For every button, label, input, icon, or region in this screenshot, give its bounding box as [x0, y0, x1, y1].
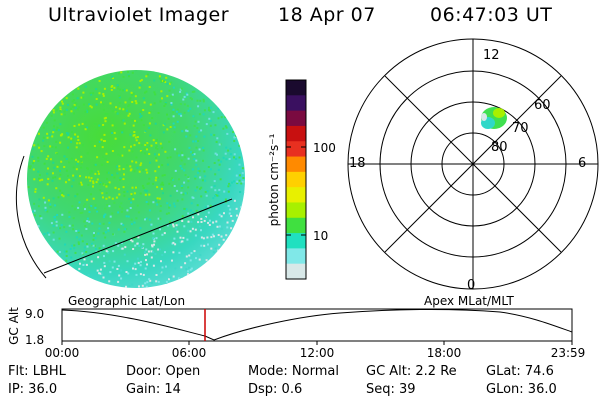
colorbar-cell — [286, 248, 306, 265]
observation-time: 06:47:03 UT — [430, 4, 553, 26]
colorbar-cell — [286, 110, 306, 127]
x-tick-0000: 00:00 — [45, 346, 80, 360]
info-ip: IP: 36.0 — [8, 382, 58, 397]
lat-label-70: 70 — [512, 121, 529, 136]
colorbar-cell — [286, 263, 306, 280]
geographic-caption: Geographic Lat/Lon — [68, 294, 185, 308]
y-axis-label: GC Alt — [7, 307, 21, 345]
colorbar-cell — [286, 125, 306, 142]
instrument-title: Ultraviolet Imager — [48, 4, 230, 26]
auroral-patch — [481, 107, 507, 129]
y-tick-bottom: 1.8 — [25, 333, 44, 347]
info-glat: GLat: 74.6 — [486, 364, 554, 379]
colorbar-tick-100: 100 — [313, 141, 336, 155]
info-mode: Mode: Normal — [248, 364, 339, 379]
apex-caption: Apex MLat/MLT — [424, 294, 514, 308]
observation-date: 18 Apr 07 — [278, 4, 376, 26]
colorbar-cell — [286, 233, 306, 249]
colorbar-cell — [286, 171, 306, 188]
polar-grid — [347, 38, 599, 290]
y-tick-top: 9.0 — [25, 307, 44, 321]
colorbar-cell — [286, 217, 306, 234]
mlt-label-6: 6 — [578, 156, 586, 171]
uv-image-disk — [15, 70, 245, 288]
info-door: Door: Open — [126, 364, 201, 379]
colorbar-cell — [286, 80, 306, 96]
x-tick-1200: 12:00 — [300, 346, 335, 360]
info-filter: Flt: LBHL — [8, 364, 66, 379]
x-tick-2359: 23:59 — [551, 346, 586, 360]
colorbar-cell — [286, 95, 306, 112]
mlt-label-18: 18 — [349, 156, 366, 171]
mlt-label-12: 12 — [483, 48, 500, 63]
color-bar: 100 10 photon cm⁻²s⁻¹ — [267, 79, 336, 280]
altitude-curve — [61, 308, 573, 341]
lat-label-80: 80 — [491, 140, 508, 155]
info-gc-alt: GC Alt: 2.2 Re — [366, 364, 457, 379]
x-tick-0600: 06:00 — [172, 346, 207, 360]
colorbar-unit-label: photon cm⁻²s⁻¹ — [267, 133, 281, 226]
colorbar-cell — [286, 141, 306, 158]
mlt-label-0: 0 — [467, 278, 475, 293]
colorbar-cell — [286, 156, 306, 173]
lat-label-60: 60 — [534, 98, 551, 113]
info-glon: GLon: 36.0 — [486, 382, 557, 397]
colorbar-tick-10: 10 — [313, 229, 328, 243]
colorbar-cell — [286, 202, 306, 219]
timeline-plot: Geographic Lat/Lon Apex MLat/MLT 9.0 1.8… — [7, 294, 585, 360]
disk-limb-arc — [15, 155, 47, 279]
colorbar-cell — [286, 187, 306, 204]
x-tick-1800: 18:00 — [427, 346, 462, 360]
info-gain: Gain: 14 — [126, 382, 181, 397]
terminator-line — [43, 198, 233, 274]
info-dsp: Dsp: 0.6 — [248, 382, 303, 397]
info-seq: Seq: 39 — [366, 382, 416, 397]
